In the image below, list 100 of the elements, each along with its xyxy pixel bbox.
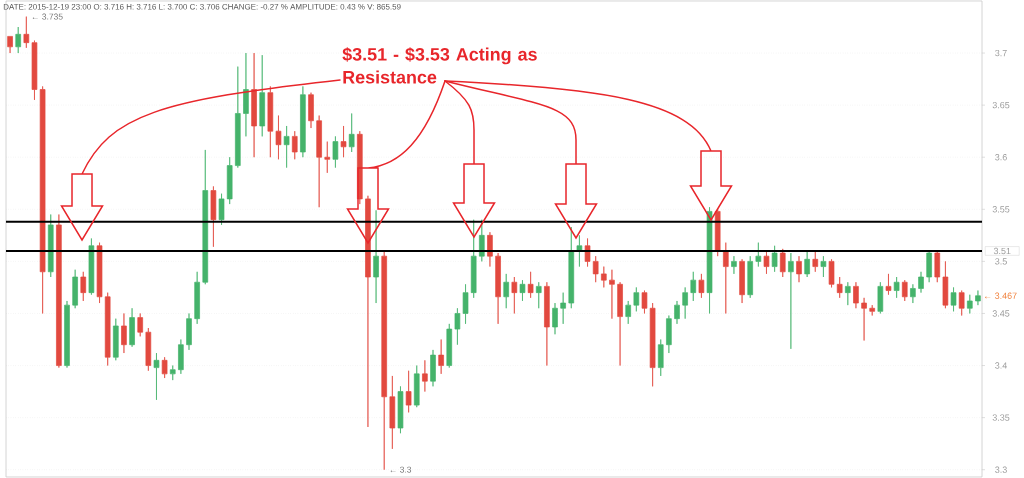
candlestick — [373, 209, 379, 304]
candlestick — [153, 352, 160, 401]
candlestick — [926, 250, 932, 283]
y-tick-label: 3.35 — [992, 414, 1010, 421]
y-tick-label: 3.55 — [992, 206, 1010, 213]
candlestick — [519, 279, 526, 302]
candlestick — [243, 52, 249, 137]
candlestick — [88, 238, 95, 296]
y-tick-label: 3.45 — [992, 310, 1010, 317]
candlestick — [836, 276, 843, 299]
candlestick — [666, 315, 672, 354]
candlestick — [487, 231, 493, 267]
candlestick — [527, 271, 534, 299]
candlestick — [853, 281, 859, 309]
candlestick — [113, 318, 119, 361]
candlestick — [218, 193, 225, 226]
candlestick — [137, 313, 143, 337]
candlestick — [72, 269, 78, 309]
candlestick — [308, 92, 314, 129]
candlestick — [275, 115, 282, 160]
candlestick — [178, 339, 184, 375]
candlestick — [96, 242, 103, 304]
candlestick — [723, 242, 729, 314]
candlestick — [877, 281, 884, 314]
candlestick — [251, 52, 257, 158]
candlestick — [535, 281, 542, 309]
candlestick — [430, 349, 436, 387]
candlestick — [169, 365, 176, 381]
candlestick — [80, 271, 87, 302]
candlestick — [861, 297, 867, 341]
candlestick — [690, 271, 697, 302]
candlestick — [283, 125, 290, 168]
candlestick — [812, 250, 819, 273]
annotation: ← 3.3 — [390, 466, 412, 473]
y-tick-label: 3.5 — [995, 258, 1007, 265]
annotation: $3.51 - $3.53 Acting as Resistance — [342, 47, 537, 84]
candlestick — [340, 125, 347, 158]
candlestick — [804, 250, 810, 278]
candlestick — [967, 294, 973, 314]
candlestick — [39, 86, 46, 314]
candlestick — [601, 266, 607, 288]
candlestick — [202, 149, 209, 285]
candlestick — [771, 245, 778, 273]
y-tick-label: 3.4 — [995, 362, 1007, 369]
candlestick — [129, 307, 135, 348]
candlestick — [893, 276, 900, 299]
candlestick — [23, 16, 30, 49]
candlestick — [300, 86, 306, 158]
candlestick — [657, 339, 664, 377]
candlestick — [617, 281, 623, 366]
candlestick — [15, 26, 21, 54]
candlestick — [235, 66, 241, 168]
candlestick — [609, 269, 615, 320]
y-tick-label: 3.7 — [995, 49, 1007, 57]
ref-line-label: 3.51 — [993, 247, 1011, 255]
candlestick — [438, 339, 444, 375]
candlestick — [633, 287, 640, 312]
candlestick — [446, 323, 453, 368]
candlestick — [511, 276, 518, 314]
candlestick — [226, 156, 233, 205]
candlestick — [739, 258, 745, 304]
y-tick-label: 3.3 — [995, 466, 1007, 473]
candlestick — [259, 54, 265, 137]
candlestick — [194, 271, 200, 325]
candlestick — [779, 248, 786, 278]
candlestick — [47, 214, 54, 278]
candlestick — [674, 300, 680, 325]
candlestick — [544, 281, 550, 366]
candlestick — [495, 252, 501, 325]
candlestick — [828, 258, 835, 288]
candlestick — [820, 255, 827, 278]
annotation: ← 3.735 — [32, 13, 63, 20]
candlestick — [649, 302, 656, 387]
candlestick — [145, 327, 152, 372]
candlestick — [470, 219, 477, 299]
candlestick — [592, 255, 599, 283]
candlestick — [64, 300, 70, 368]
candlestick — [7, 36, 13, 54]
candlestick — [161, 356, 168, 379]
candlestick — [348, 113, 355, 153]
candlestick — [422, 359, 428, 392]
candlestick — [641, 290, 648, 314]
candlestick — [381, 250, 387, 471]
candlestick — [31, 40, 38, 101]
candlestick — [942, 261, 949, 309]
candlestick — [796, 255, 802, 283]
candlestick — [910, 283, 916, 304]
text: ← 3.467 — [985, 292, 1017, 299]
candlestick — [625, 300, 631, 325]
candlestick — [267, 86, 274, 158]
candlestick — [324, 141, 331, 174]
candlestick — [503, 273, 509, 309]
y-tick-label: 3.65 — [992, 101, 1010, 109]
candlestick — [747, 255, 753, 299]
candlestick — [389, 375, 396, 450]
candlestick — [291, 130, 298, 160]
candlestick — [560, 292, 566, 325]
candlestick — [731, 255, 737, 275]
candlestick — [763, 250, 770, 275]
candlestick — [332, 136, 339, 168]
